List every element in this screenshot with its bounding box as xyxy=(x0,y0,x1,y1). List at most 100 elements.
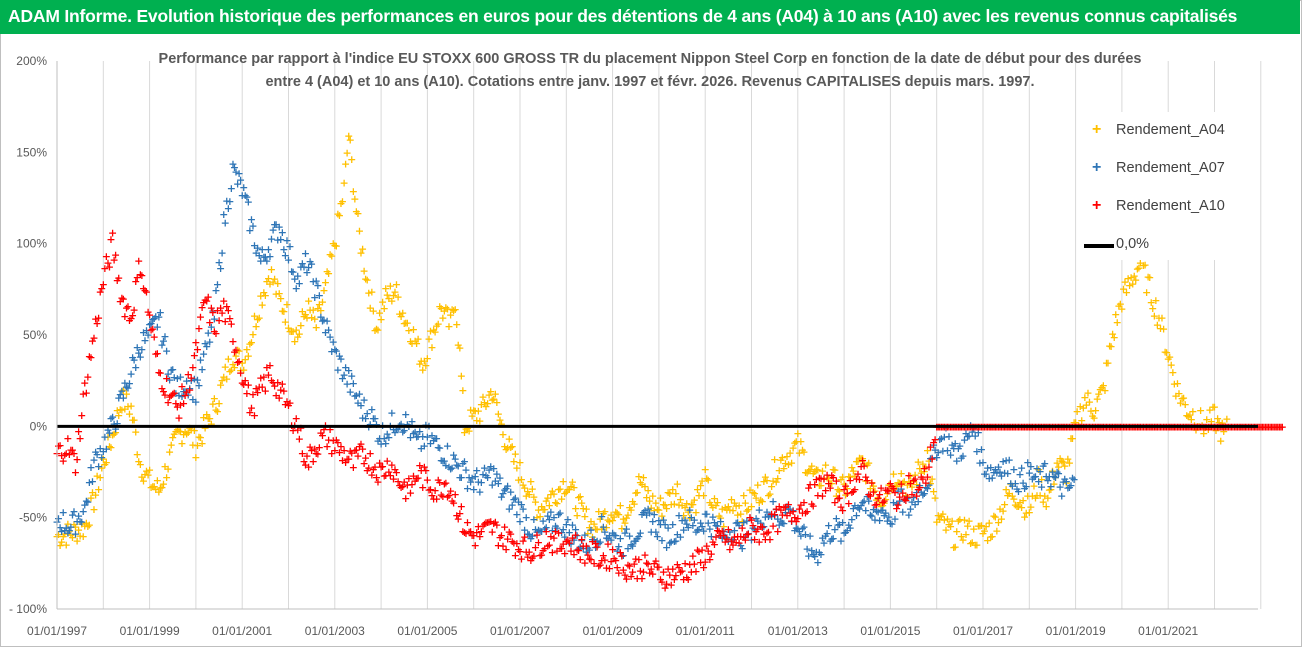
data-point: + xyxy=(238,357,247,370)
data-point: + xyxy=(691,526,700,539)
data-point: + xyxy=(1005,487,1014,500)
data-point: + xyxy=(97,462,106,475)
data-point: + xyxy=(772,502,781,515)
data-point: + xyxy=(367,469,376,482)
data-point: + xyxy=(853,468,862,481)
data-point: + xyxy=(932,515,941,528)
data-point: + xyxy=(852,455,861,468)
data-point: + xyxy=(412,337,421,350)
data-point: + xyxy=(455,342,464,355)
data-point: + xyxy=(781,457,790,470)
data-point: + xyxy=(228,358,237,371)
data-point: + xyxy=(327,345,336,358)
data-point: + xyxy=(364,462,373,475)
legend-label-zero: 0,0% xyxy=(1116,236,1150,252)
data-point: + xyxy=(111,422,120,435)
data-point: + xyxy=(157,382,166,395)
data-point: + xyxy=(992,524,1001,537)
data-point: + xyxy=(321,276,330,289)
data-point: + xyxy=(560,487,569,500)
data-point: + xyxy=(97,282,106,295)
data-point: + xyxy=(664,521,673,534)
data-point: + xyxy=(633,486,642,499)
data-point: + xyxy=(170,371,179,384)
data-point: + xyxy=(292,323,301,336)
data-point: + xyxy=(627,538,636,551)
data-point: + xyxy=(804,549,813,562)
data-point: + xyxy=(454,338,463,351)
data-point: + xyxy=(119,293,128,306)
data-point: + xyxy=(68,443,77,456)
data-point: + xyxy=(434,441,443,454)
data-point: + xyxy=(180,385,189,398)
data-point: + xyxy=(549,531,558,544)
data-point: + xyxy=(622,512,631,525)
data-point: + xyxy=(994,516,1003,529)
data-point: + xyxy=(244,196,253,209)
data-point: + xyxy=(69,505,78,518)
data-point: + xyxy=(208,398,217,411)
data-point: + xyxy=(600,554,609,567)
data-point: + xyxy=(556,507,565,520)
y-tick-label: 50% xyxy=(23,328,47,342)
data-point: + xyxy=(634,553,643,566)
data-point: + xyxy=(278,304,287,317)
data-point: + xyxy=(304,261,313,274)
data-point: + xyxy=(330,239,339,252)
data-point: + xyxy=(518,479,527,492)
data-point: + xyxy=(120,403,129,416)
data-point: + xyxy=(83,371,92,384)
data-point: + xyxy=(147,324,156,337)
data-point: + xyxy=(494,539,503,552)
data-point: + xyxy=(907,488,916,501)
data-point: + xyxy=(103,431,112,444)
data-point: + xyxy=(284,399,293,412)
data-point: + xyxy=(873,492,882,505)
data-point: + xyxy=(235,355,244,368)
data-point: + xyxy=(687,566,696,579)
data-point: + xyxy=(855,473,864,486)
data-point: + xyxy=(72,453,81,466)
data-point: + xyxy=(539,514,548,527)
data-point: + xyxy=(505,503,514,516)
data-point: + xyxy=(983,534,992,547)
data-point: + xyxy=(978,456,987,469)
data-point: + xyxy=(202,408,211,421)
data-point: + xyxy=(89,454,98,467)
data-point: + xyxy=(410,426,419,439)
data-point: + xyxy=(1140,259,1149,272)
data-point: + xyxy=(1035,489,1044,502)
data-point: + xyxy=(406,335,415,348)
data-point: + xyxy=(937,432,946,445)
data-point: + xyxy=(559,537,568,550)
data-point: + xyxy=(241,353,250,366)
data-point: + xyxy=(818,465,827,478)
data-point: + xyxy=(222,300,231,313)
data-point: + xyxy=(418,481,427,494)
data-point: + xyxy=(461,463,470,476)
data-point: + xyxy=(205,316,214,329)
data-point: + xyxy=(190,424,199,437)
data-point: + xyxy=(656,492,665,505)
data-point: + xyxy=(562,486,571,499)
data-point: + xyxy=(659,513,668,526)
data-point: + xyxy=(168,363,177,376)
data-point: + xyxy=(221,361,230,374)
data-point: + xyxy=(133,271,142,284)
data-point: + xyxy=(460,426,469,439)
data-point: + xyxy=(565,536,574,549)
data-point: + xyxy=(508,440,517,453)
data-point: + xyxy=(884,510,893,523)
data-point: + xyxy=(199,348,208,361)
data-point: + xyxy=(574,544,583,557)
data-point: + xyxy=(410,474,419,487)
data-point: + xyxy=(471,539,480,552)
data-point: + xyxy=(639,506,648,519)
data-point: + xyxy=(515,515,524,528)
data-point: + xyxy=(71,466,80,479)
data-point: + xyxy=(775,500,784,513)
data-point: + xyxy=(1023,490,1032,503)
data-point: + xyxy=(1096,383,1105,396)
data-point: + xyxy=(207,301,216,314)
data-point: + xyxy=(268,376,277,389)
